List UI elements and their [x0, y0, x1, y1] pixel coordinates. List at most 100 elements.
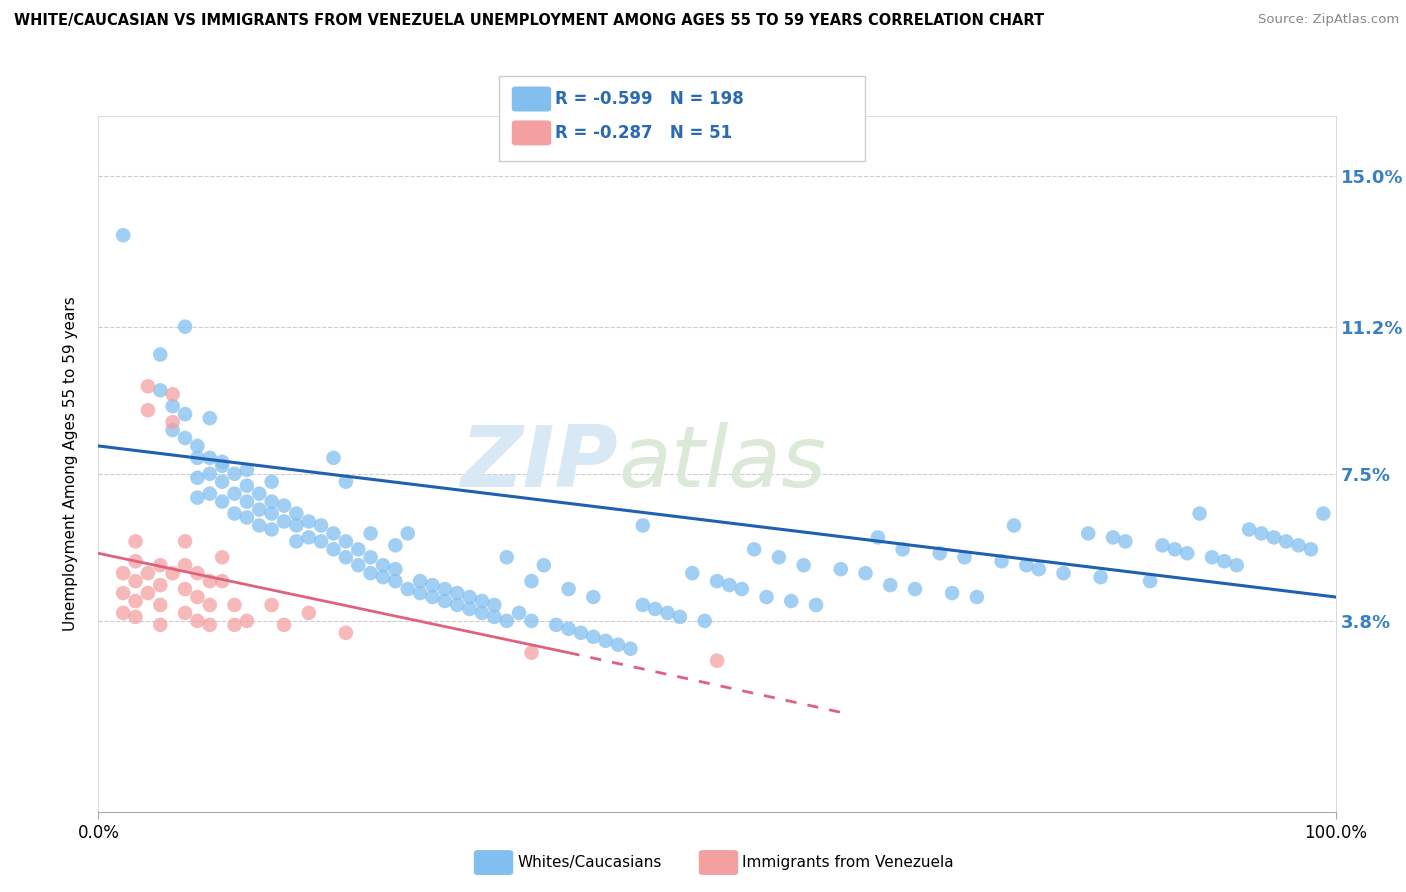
Point [484, 598, 506, 612]
Point [1102, 530, 1125, 544]
Point [347, 542, 370, 557]
Point [298, 530, 321, 544]
Point [384, 562, 406, 576]
Point [298, 515, 321, 529]
Point [149, 384, 172, 398]
Point [112, 566, 135, 581]
Text: Immigrants from Venezuela: Immigrants from Venezuela [742, 855, 955, 870]
Point [236, 494, 259, 508]
Point [471, 606, 494, 620]
Point [768, 550, 790, 565]
Point [162, 387, 184, 401]
Point [681, 566, 703, 581]
Point [396, 582, 419, 596]
Point [1152, 538, 1174, 552]
Point [198, 450, 221, 465]
Point [224, 467, 246, 481]
Point [433, 594, 456, 608]
Point [360, 526, 382, 541]
Point [236, 614, 259, 628]
Point [830, 562, 852, 576]
Point [198, 411, 221, 425]
Text: R = -0.599   N = 198: R = -0.599 N = 198 [555, 90, 744, 108]
Point [891, 542, 914, 557]
Point [433, 582, 456, 596]
Point [371, 570, 394, 584]
Point [371, 558, 394, 573]
Point [1175, 546, 1198, 560]
Point [260, 475, 283, 489]
Point [619, 641, 641, 656]
Point [1090, 570, 1112, 584]
Point [1052, 566, 1074, 581]
Text: Source: ZipAtlas.com: Source: ZipAtlas.com [1258, 13, 1399, 27]
Point [309, 518, 332, 533]
Point [186, 590, 208, 604]
Point [186, 614, 208, 628]
Point [582, 590, 605, 604]
Point [298, 606, 321, 620]
Text: Whites/Caucasians: Whites/Caucasians [517, 855, 662, 870]
Y-axis label: Unemployment Among Ages 55 to 59 years: Unemployment Among Ages 55 to 59 years [63, 296, 77, 632]
Point [360, 550, 382, 565]
Point [136, 403, 159, 417]
Point [941, 586, 963, 600]
Point [124, 534, 146, 549]
Point [631, 518, 654, 533]
Point [186, 491, 208, 505]
Point [409, 574, 432, 588]
Point [198, 467, 221, 481]
Point [224, 486, 246, 500]
Point [1002, 518, 1025, 533]
Point [1028, 562, 1050, 576]
Point [211, 475, 233, 489]
Point [718, 578, 741, 592]
Point [136, 586, 159, 600]
Point [966, 590, 988, 604]
Point [273, 499, 295, 513]
Point [174, 407, 197, 421]
Point [557, 622, 579, 636]
Point [335, 534, 357, 549]
Point [793, 558, 815, 573]
Point [422, 578, 444, 592]
Point [224, 598, 246, 612]
Point [124, 594, 146, 608]
Point [211, 550, 233, 565]
Point [149, 347, 172, 361]
Point [607, 638, 630, 652]
Point [866, 530, 889, 544]
Point [953, 550, 976, 565]
Point [1312, 507, 1334, 521]
Point [360, 566, 382, 581]
Point [644, 602, 666, 616]
Point [742, 542, 765, 557]
Point [198, 598, 221, 612]
Point [446, 598, 468, 612]
Point [186, 439, 208, 453]
Point [384, 574, 406, 588]
Point [285, 507, 308, 521]
Point [755, 590, 778, 604]
Point [322, 542, 344, 557]
Text: R = -0.287   N = 51: R = -0.287 N = 51 [555, 124, 733, 142]
Text: atlas: atlas [619, 422, 827, 506]
Point [1263, 530, 1285, 544]
Point [285, 534, 308, 549]
Point [335, 625, 357, 640]
Point [484, 610, 506, 624]
Point [273, 515, 295, 529]
Point [1213, 554, 1236, 568]
Point [780, 594, 803, 608]
Point [124, 554, 146, 568]
Point [582, 630, 605, 644]
Point [384, 538, 406, 552]
Point [162, 423, 184, 437]
Point [347, 558, 370, 573]
Point [198, 618, 221, 632]
Point [236, 463, 259, 477]
Point [124, 574, 146, 588]
Point [335, 550, 357, 565]
Point [804, 598, 827, 612]
Point [247, 486, 270, 500]
